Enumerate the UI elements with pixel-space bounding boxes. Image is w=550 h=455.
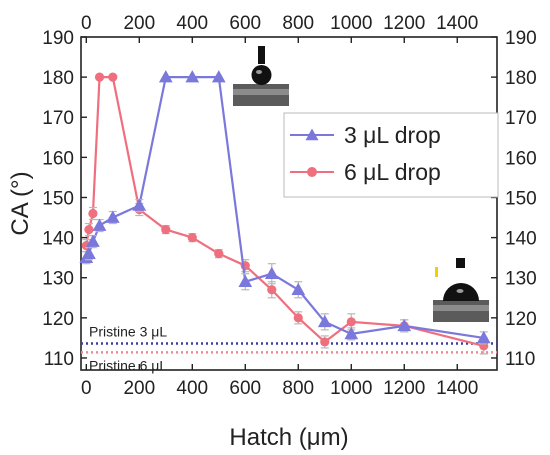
right-y-tick-label: 190 xyxy=(505,28,537,49)
data-point-6ul xyxy=(187,233,197,243)
data-point-6ul xyxy=(108,72,118,82)
data-point-3ul xyxy=(105,210,120,223)
data-point-6ul xyxy=(346,317,356,327)
y-tick-label: 170 xyxy=(42,108,74,129)
x-tick-label: 200 xyxy=(123,378,155,399)
x-axis-title: Hatch (μm) xyxy=(229,424,348,451)
data-point-3ul xyxy=(211,70,226,83)
x-tick-label: 1200 xyxy=(383,378,425,399)
legend-item-6ul: 6 μL drop xyxy=(290,159,441,185)
data-point-6ul xyxy=(267,285,277,295)
y-axis-title: CA (°) xyxy=(7,171,34,235)
pristine-6ul-label: Pristine 6 μL xyxy=(89,357,167,373)
droplet-image-right xyxy=(433,258,489,322)
right-y-tick-label: 180 xyxy=(505,68,537,89)
data-point-3ul xyxy=(158,70,173,83)
top-x-tick-label: 600 xyxy=(229,13,261,34)
y-tick-label: 180 xyxy=(42,68,74,89)
tick-layer: 0 0 200 200 400 400 600 600 800 800 1000 1000 1200 12… xyxy=(42,13,536,399)
y-tick-label: 150 xyxy=(42,188,74,209)
series-line-3ul xyxy=(85,76,484,339)
data-point-3ul xyxy=(264,266,279,280)
right-y-tick-label: 110 xyxy=(505,349,535,370)
top-x-tick-label: 1200 xyxy=(383,13,425,34)
x-tick-label: 600 xyxy=(229,378,261,399)
data-point-6ul xyxy=(214,249,224,259)
top-x-tick-label: 0 xyxy=(81,13,92,34)
right-y-tick-label: 130 xyxy=(505,269,537,290)
data-point-3ul xyxy=(476,330,491,344)
right-y-tick-label: 120 xyxy=(505,309,537,330)
right-y-tick-label: 150 xyxy=(505,188,537,209)
data-point-3ul xyxy=(397,318,412,332)
data-point-3ul xyxy=(132,198,147,211)
y-tick-label: 190 xyxy=(42,28,74,49)
data-point-6ul xyxy=(293,313,303,323)
data-point-3ul xyxy=(317,314,332,328)
data-point-6ul xyxy=(88,208,98,219)
data-point-6ul xyxy=(94,72,105,82)
top-x-tick-label: 200 xyxy=(123,13,155,34)
top-x-tick-label: 400 xyxy=(176,13,208,34)
droplet-image-top xyxy=(233,46,289,106)
y-tick-label: 160 xyxy=(42,148,74,169)
y-tick-label: 110 xyxy=(44,349,74,370)
y-tick-label: 130 xyxy=(42,269,74,290)
legend-item-3ul: 3 μL drop xyxy=(290,122,441,148)
legend-marker-6ul xyxy=(307,167,317,177)
right-y-tick-label: 140 xyxy=(505,229,537,250)
data-point-6ul xyxy=(161,224,171,235)
top-x-tick-label: 1000 xyxy=(330,13,372,34)
data-point-6ul xyxy=(320,337,330,347)
x-tick-label: 1000 xyxy=(330,378,372,399)
frame-layer xyxy=(80,36,498,371)
data-point-6ul xyxy=(84,224,94,235)
y-tick-label: 120 xyxy=(42,309,74,330)
plot-frame xyxy=(80,36,498,371)
series-line-6ul xyxy=(85,76,485,347)
x-tick-label: 1400 xyxy=(436,378,478,399)
legend-label-3ul: 3 μL drop xyxy=(344,122,441,148)
data-point-3ul xyxy=(185,70,200,83)
x-tick-label: 800 xyxy=(282,378,314,399)
data-point-3ul xyxy=(291,282,306,296)
data-point-3ul xyxy=(344,326,359,340)
x-tick-label: 400 xyxy=(176,378,208,399)
legend: 3 μL drop 6 μL drop xyxy=(283,112,499,198)
data-point-3ul xyxy=(86,234,100,247)
legend-label-6ul: 6 μL drop xyxy=(344,159,441,185)
legend-marker-3ul xyxy=(305,128,319,141)
top-x-tick-label: 1400 xyxy=(436,13,478,34)
data-point-3ul xyxy=(238,274,253,288)
reference-lines: Pristine 3 μL Pristine 6 μL xyxy=(81,324,497,373)
data-point-3ul xyxy=(92,218,107,231)
top-x-tick-label: 800 xyxy=(282,13,314,34)
right-y-tick-label: 160 xyxy=(505,148,537,169)
series-layer xyxy=(79,70,491,355)
data-point-3ul xyxy=(82,246,96,259)
pristine-3ul-label: Pristine 3 μL xyxy=(89,324,167,340)
x-tick-label: 0 xyxy=(81,378,92,399)
right-y-tick-label: 170 xyxy=(505,108,537,129)
y-tick-label: 140 xyxy=(42,229,74,250)
